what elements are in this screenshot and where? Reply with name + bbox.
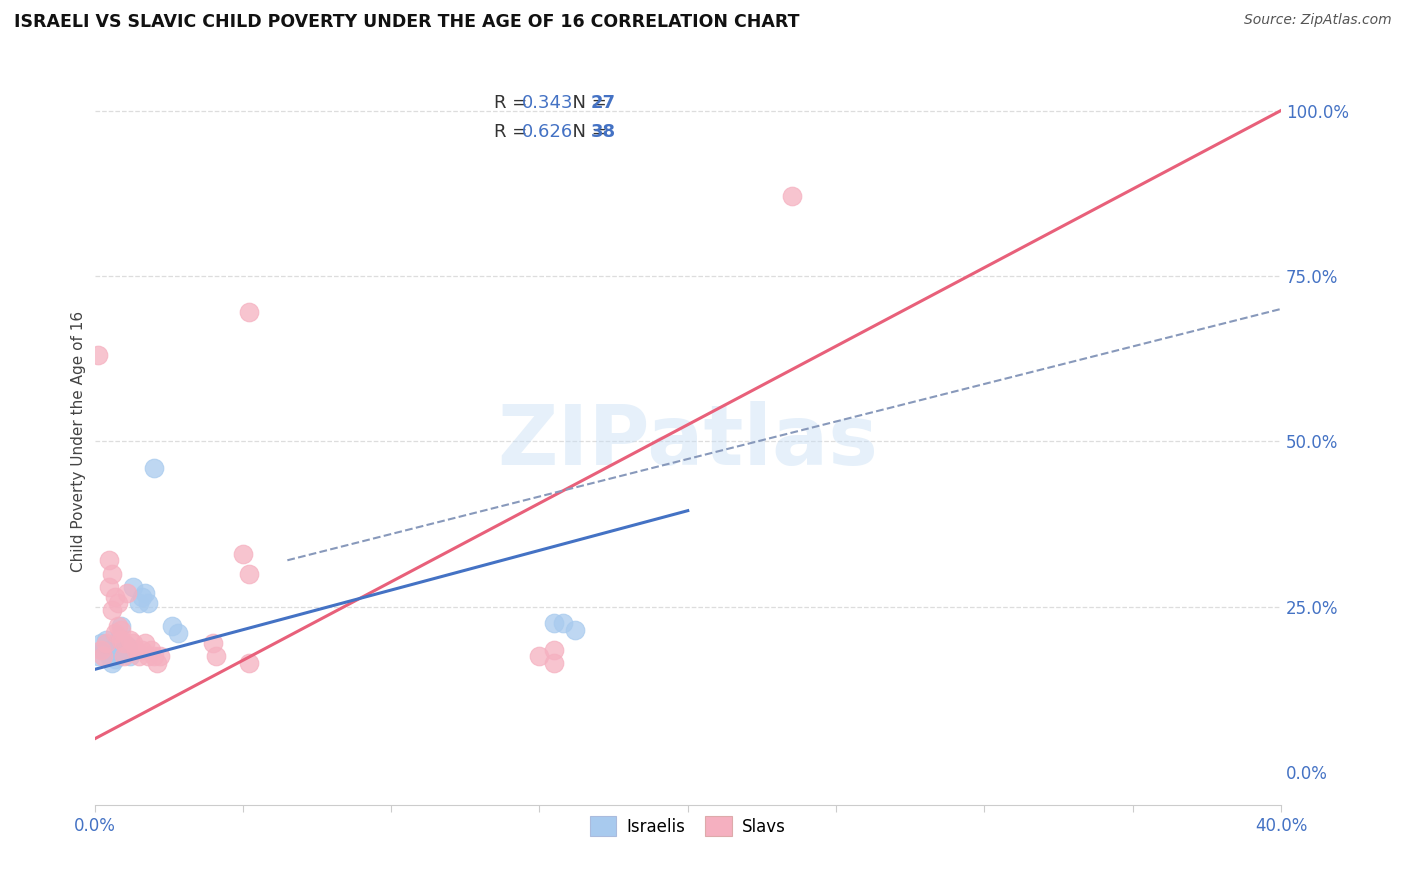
Point bbox=[142, 649, 165, 664]
Point bbox=[89, 636, 111, 650]
Point bbox=[205, 649, 228, 664]
Point bbox=[136, 596, 159, 610]
Point bbox=[107, 632, 129, 647]
Point bbox=[166, 626, 188, 640]
Point bbox=[98, 580, 121, 594]
Text: Source: ZipAtlas.com: Source: ZipAtlas.com bbox=[1244, 13, 1392, 28]
Point bbox=[93, 642, 115, 657]
Point bbox=[115, 586, 138, 600]
Point bbox=[131, 642, 153, 657]
Point bbox=[120, 632, 142, 647]
Point bbox=[89, 642, 111, 657]
Text: 38: 38 bbox=[591, 123, 616, 141]
Point bbox=[96, 632, 118, 647]
Point bbox=[780, 189, 803, 203]
Point bbox=[110, 632, 132, 647]
Point bbox=[86, 348, 108, 362]
Point bbox=[101, 656, 124, 670]
Point bbox=[104, 626, 127, 640]
Text: R =: R = bbox=[495, 95, 533, 112]
Point bbox=[134, 636, 156, 650]
Point bbox=[86, 649, 108, 664]
Point bbox=[134, 586, 156, 600]
Point bbox=[146, 656, 169, 670]
Point bbox=[98, 642, 121, 657]
Point bbox=[101, 603, 124, 617]
Point bbox=[120, 649, 142, 664]
Point bbox=[122, 580, 145, 594]
Point bbox=[104, 652, 127, 666]
Point bbox=[160, 619, 183, 633]
Point bbox=[110, 623, 132, 637]
Point bbox=[112, 636, 135, 650]
Point bbox=[238, 656, 260, 670]
Text: 0.626: 0.626 bbox=[522, 123, 572, 141]
Point bbox=[238, 305, 260, 319]
Point bbox=[543, 616, 565, 631]
Point bbox=[125, 642, 148, 657]
Point bbox=[110, 619, 132, 633]
Point bbox=[128, 596, 150, 610]
Point bbox=[101, 646, 124, 660]
Point bbox=[149, 649, 172, 664]
Text: ZIPatlas: ZIPatlas bbox=[498, 401, 879, 482]
Point bbox=[96, 636, 118, 650]
Point bbox=[128, 649, 150, 664]
Text: N =: N = bbox=[561, 95, 613, 112]
Text: N =: N = bbox=[561, 123, 613, 141]
Point bbox=[115, 640, 138, 654]
Point bbox=[232, 547, 254, 561]
Point bbox=[543, 656, 565, 670]
Point bbox=[139, 642, 162, 657]
Point bbox=[564, 623, 586, 637]
Text: R =: R = bbox=[495, 123, 533, 141]
Text: 27: 27 bbox=[591, 95, 616, 112]
Point bbox=[202, 636, 225, 650]
Legend: Israelis, Slavs: Israelis, Slavs bbox=[582, 808, 794, 844]
Point bbox=[101, 566, 124, 581]
Point bbox=[136, 649, 159, 664]
Point bbox=[98, 553, 121, 567]
Point bbox=[107, 619, 129, 633]
Point bbox=[238, 566, 260, 581]
Text: ISRAELI VS SLAVIC CHILD POVERTY UNDER THE AGE OF 16 CORRELATION CHART: ISRAELI VS SLAVIC CHILD POVERTY UNDER TH… bbox=[14, 13, 800, 31]
Point bbox=[107, 649, 129, 664]
Y-axis label: Child Poverty Under the Age of 16: Child Poverty Under the Age of 16 bbox=[72, 310, 86, 572]
Point bbox=[104, 590, 127, 604]
Point bbox=[104, 642, 127, 657]
Point bbox=[112, 642, 135, 657]
Point bbox=[553, 616, 575, 631]
Point bbox=[122, 636, 145, 650]
Point bbox=[98, 649, 121, 664]
Point bbox=[543, 642, 565, 657]
Point bbox=[93, 649, 115, 664]
Point bbox=[112, 649, 135, 664]
Point bbox=[142, 460, 165, 475]
Point bbox=[107, 596, 129, 610]
Point bbox=[131, 590, 153, 604]
Text: 0.343: 0.343 bbox=[522, 95, 574, 112]
Point bbox=[529, 649, 551, 664]
